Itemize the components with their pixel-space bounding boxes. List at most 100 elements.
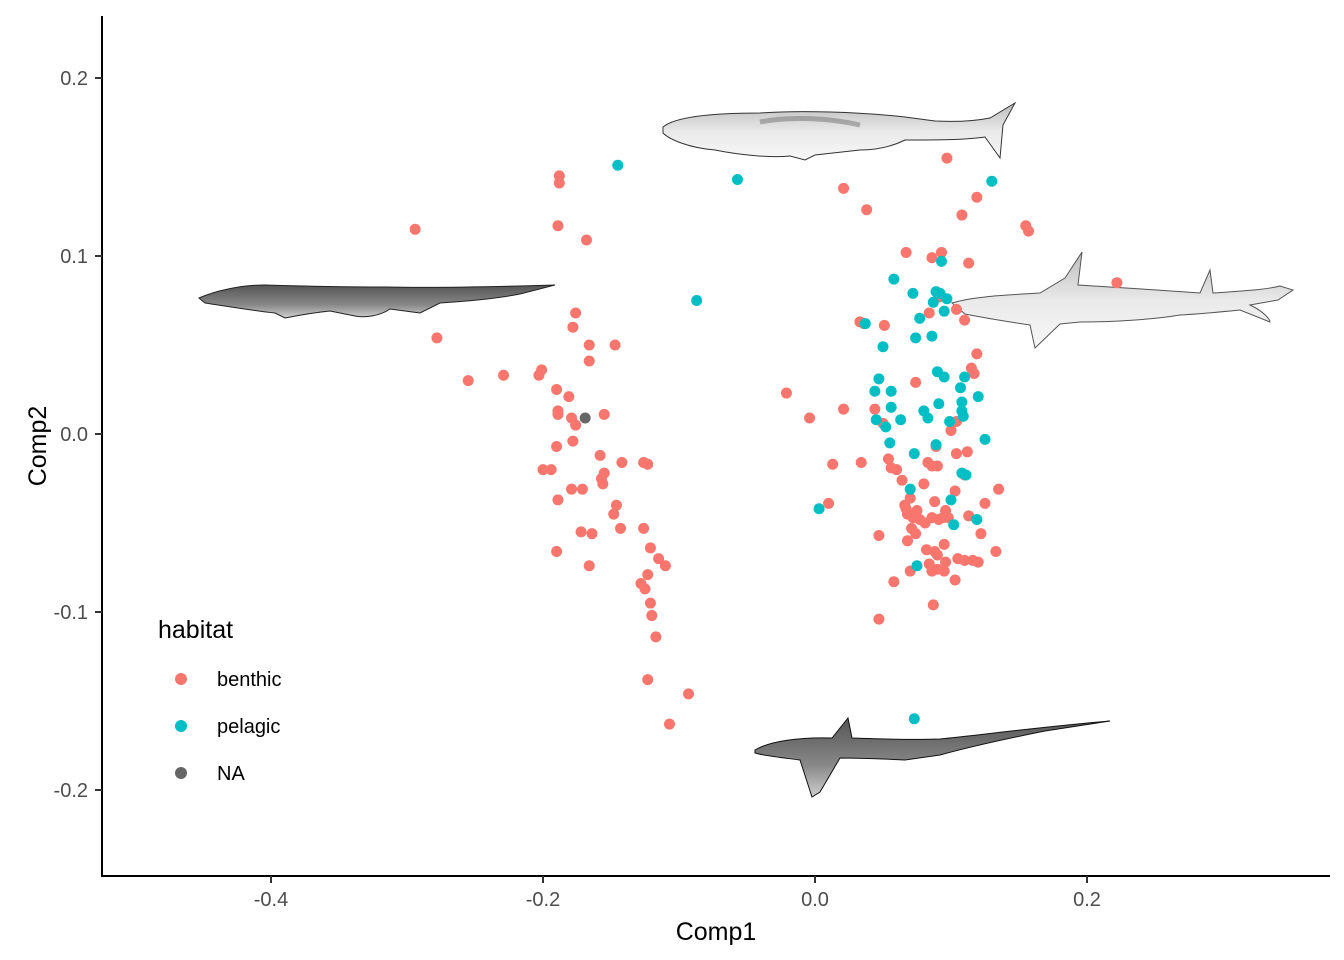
data-point-pelagic (691, 295, 703, 306)
data-point-benthic (923, 307, 935, 319)
data-point-benthic (938, 538, 950, 550)
shark-illustration-left (198, 284, 556, 319)
data-point-pelagic (956, 405, 968, 417)
data-point-benthic (566, 483, 578, 495)
data-point-benthic (961, 446, 973, 458)
data-point-benthic (1023, 225, 1035, 237)
data-point-benthic (975, 528, 987, 540)
data-point-benthic (536, 364, 548, 376)
data-point-benthic (971, 191, 983, 203)
data-point-na (579, 412, 591, 424)
legend-label-pelagic: pelagic (217, 716, 280, 738)
data-point-benthic (583, 560, 595, 572)
x-tick-label: 0.2 (1073, 889, 1101, 911)
legend-key-benthic (175, 673, 187, 685)
data-point-benthic (904, 492, 916, 504)
data-point-benthic (642, 569, 654, 581)
data-point-pelagic (612, 159, 624, 171)
data-point-pelagic (908, 448, 920, 460)
data-point-pelagic (869, 385, 881, 397)
data-point-benthic (552, 220, 564, 232)
data-point-benthic (882, 453, 894, 465)
data-point-benthic (804, 412, 816, 424)
data-point-benthic (616, 456, 628, 468)
data-point-benthic (950, 448, 962, 460)
data-point-benthic (838, 403, 850, 415)
data-point-benthic (537, 464, 549, 476)
data-point-benthic (586, 528, 598, 540)
legend-label-na: NA (217, 763, 245, 785)
legend-title: habitat (158, 616, 233, 644)
y-tick-label: 0.2 (60, 68, 88, 90)
data-point-benthic (663, 718, 675, 730)
data-point-benthic (873, 613, 885, 625)
data-point-benthic (901, 535, 913, 547)
y-axis-title: Comp2 (24, 406, 52, 487)
data-point-benthic (949, 574, 961, 586)
data-point-benthic (900, 246, 912, 258)
data-point-benthic (891, 464, 903, 476)
data-point-benthic (861, 204, 873, 216)
data-point-benthic (650, 631, 662, 643)
data-point-benthic (971, 348, 983, 360)
data-point-benthic (956, 209, 968, 221)
data-point-benthic (642, 674, 654, 686)
x-axis-ticks: -0.4 -0.2 0.0 0.2 (254, 876, 1101, 911)
legend-key-na (175, 767, 187, 779)
data-point-benthic (583, 355, 595, 367)
x-axis-title: Comp1 (676, 918, 757, 946)
data-point-benthic (938, 565, 950, 577)
data-point-pelagic (927, 296, 939, 308)
data-point-benthic (646, 610, 658, 622)
data-point-benthic (409, 223, 421, 235)
data-point-pelagic (945, 494, 957, 506)
legend-items: benthic pelagic NA (175, 669, 282, 785)
data-point-benthic (918, 478, 930, 490)
data-point-benthic (931, 460, 943, 472)
y-tick-label: -0.1 (54, 602, 88, 624)
data-point-benthic (823, 497, 835, 509)
data-points (409, 152, 1123, 730)
data-point-benthic (780, 387, 792, 399)
data-point-pelagic (960, 469, 972, 481)
data-point-pelagic (941, 293, 953, 305)
data-point-benthic (910, 376, 922, 388)
data-point-benthic (462, 375, 474, 387)
data-point-benthic (855, 456, 867, 468)
data-point-benthic (642, 458, 654, 470)
data-point-benthic (594, 449, 606, 461)
data-point-benthic (940, 556, 952, 568)
data-point-benthic (583, 339, 595, 351)
data-point-benthic (610, 499, 622, 511)
data-point-benthic (683, 688, 695, 700)
data-point-pelagic (926, 330, 938, 342)
data-point-benthic (935, 246, 947, 258)
data-point-benthic (941, 152, 953, 164)
data-point-pelagic (956, 396, 968, 408)
data-point-pelagic (955, 382, 967, 394)
data-point-pelagic (870, 414, 882, 426)
data-point-benthic (1111, 277, 1123, 289)
data-point-pelagic (930, 439, 942, 451)
data-point-benthic (551, 545, 563, 557)
legend-label-benthic: benthic (217, 669, 282, 691)
data-point-pelagic (873, 373, 885, 385)
y-axis-ticks: 0.2 0.1 0.0 -0.1 -0.2 (54, 68, 102, 802)
data-point-pelagic (895, 414, 907, 426)
data-point-benthic (563, 391, 575, 403)
data-point-pelagic (910, 332, 922, 344)
data-point-pelagic (944, 416, 956, 428)
shark-illustration-right (950, 251, 1295, 349)
data-point-benthic (993, 483, 1005, 495)
data-point-benthic (959, 554, 971, 566)
data-point-benthic (498, 369, 510, 381)
data-point-benthic (638, 522, 650, 534)
data-point-benthic (972, 556, 984, 568)
data-point-pelagic (914, 312, 926, 324)
data-point-benthic (653, 553, 665, 565)
data-point-benthic (827, 458, 839, 470)
data-point-benthic (926, 252, 938, 264)
data-point-pelagic (911, 560, 923, 572)
legend: habitat benthic pelagic NA (158, 616, 282, 785)
data-point-pelagic (885, 401, 897, 413)
